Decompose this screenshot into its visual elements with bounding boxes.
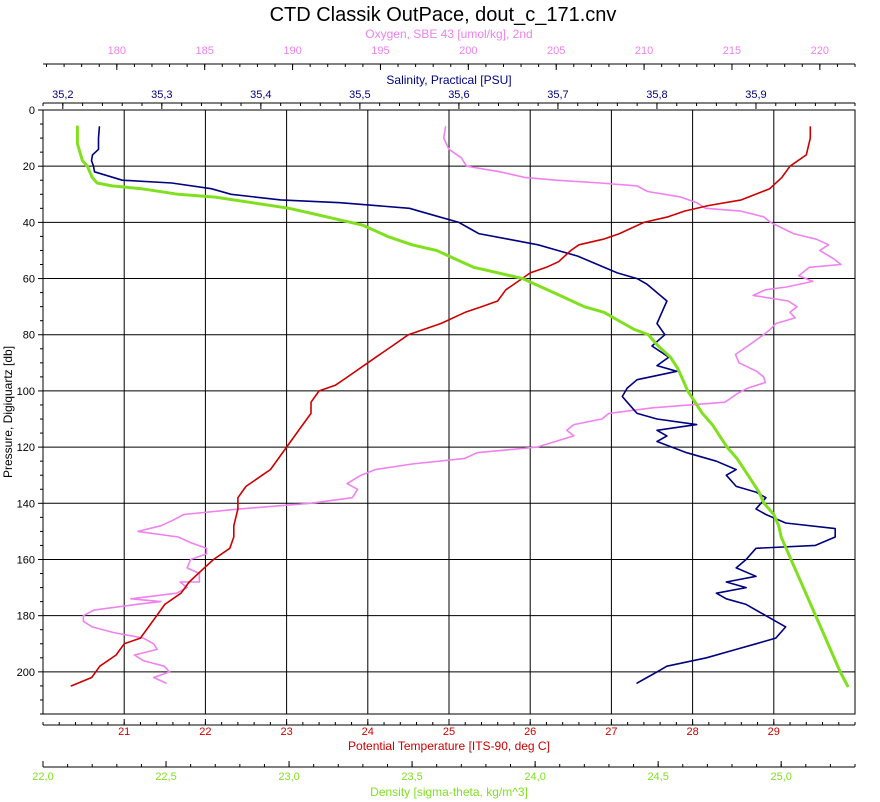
oxygen-tick-label: 180: [108, 45, 126, 57]
chart-title: CTD Classik OutPace, dout_c_171.cnv: [270, 4, 617, 26]
y-tick-label: 140: [17, 498, 35, 510]
y-tick-label: 120: [17, 442, 35, 454]
salinity-tick-label: 35,4: [250, 89, 271, 101]
series-layer: [70, 125, 850, 688]
salinity-tick-label: 35,3: [151, 89, 172, 101]
salinity-tick-label: 35,2: [52, 89, 73, 101]
salinity-tick-label: 35,8: [646, 89, 667, 101]
temperature-tick-label: 25: [443, 726, 455, 738]
y-tick-label: 60: [23, 274, 35, 286]
y-axis-title: Pressure, Digiquartz [db]: [1, 346, 15, 478]
y-tick-label: 180: [17, 611, 35, 623]
salinity-tick-label: 35,7: [547, 89, 568, 101]
temperature-tick-label: 26: [524, 726, 536, 738]
temperature-tick-label: 24: [362, 726, 374, 738]
y-tick-label: 40: [23, 217, 35, 229]
oxygen-tick-label: 220: [811, 45, 829, 57]
oxygen-tick-label: 200: [459, 45, 477, 57]
oxygen-tick-label: 195: [371, 45, 389, 57]
salinity-tick-label: 35,6: [448, 89, 469, 101]
y-tick-label: 100: [17, 386, 35, 398]
density-tick-label: 24,5: [647, 771, 668, 783]
salinity-tick-label: 35,5: [349, 89, 370, 101]
temperature-tick-label: 28: [686, 726, 698, 738]
oxygen-series-line: [82, 126, 842, 684]
density-tick-label: 25,0: [770, 771, 791, 783]
temperature-axis-title: Potential Temperature [ITS-90, deg C]: [348, 739, 550, 753]
temperature-series-line: [70, 126, 812, 687]
density-tick-label: 23,0: [278, 771, 299, 783]
temperature-tick-label: 23: [280, 726, 292, 738]
oxygen-tick-label: 205: [547, 45, 565, 57]
density-series-line: [75, 125, 850, 688]
oxygen-axis-title: Oxygen, SBE 43 [umol/kg], 2nd: [365, 27, 532, 41]
y-tick-label: 160: [17, 554, 35, 566]
temperature-tick-label: 27: [605, 726, 617, 738]
salinity-series-line: [90, 126, 837, 684]
y-tick-label: 0: [29, 105, 35, 117]
salinity-tick-label: 35,9: [745, 89, 766, 101]
density-tick-label: 24,0: [524, 771, 545, 783]
density-tick-label: 22,5: [155, 771, 176, 783]
oxygen-tick-label: 190: [283, 45, 301, 57]
density-tick-label: 23,5: [401, 771, 422, 783]
temperature-tick-label: 21: [118, 726, 130, 738]
oxygen-tick-label: 215: [723, 45, 741, 57]
y-tick-label: 200: [17, 667, 35, 679]
temperature-tick-label: 22: [199, 726, 211, 738]
plot-frame: [42, 109, 856, 715]
salinity-axis-title: Salinity, Practical [PSU]: [386, 73, 511, 87]
density-axis-title: Density [sigma-theta, kg/m^3]: [370, 785, 528, 799]
oxygen-tick-label: 185: [196, 45, 214, 57]
density-tick-label: 22,0: [32, 771, 53, 783]
oxygen-tick-label: 210: [635, 45, 653, 57]
y-tick-label: 20: [23, 161, 35, 173]
axes-layer: 0 20 40 60 80 100 120 140 160 180 200 Pressure, Dig…: [1, 27, 856, 799]
grid-layer: [43, 110, 855, 714]
y-tick-label: 80: [23, 330, 35, 342]
temperature-tick-label: 29: [768, 726, 780, 738]
